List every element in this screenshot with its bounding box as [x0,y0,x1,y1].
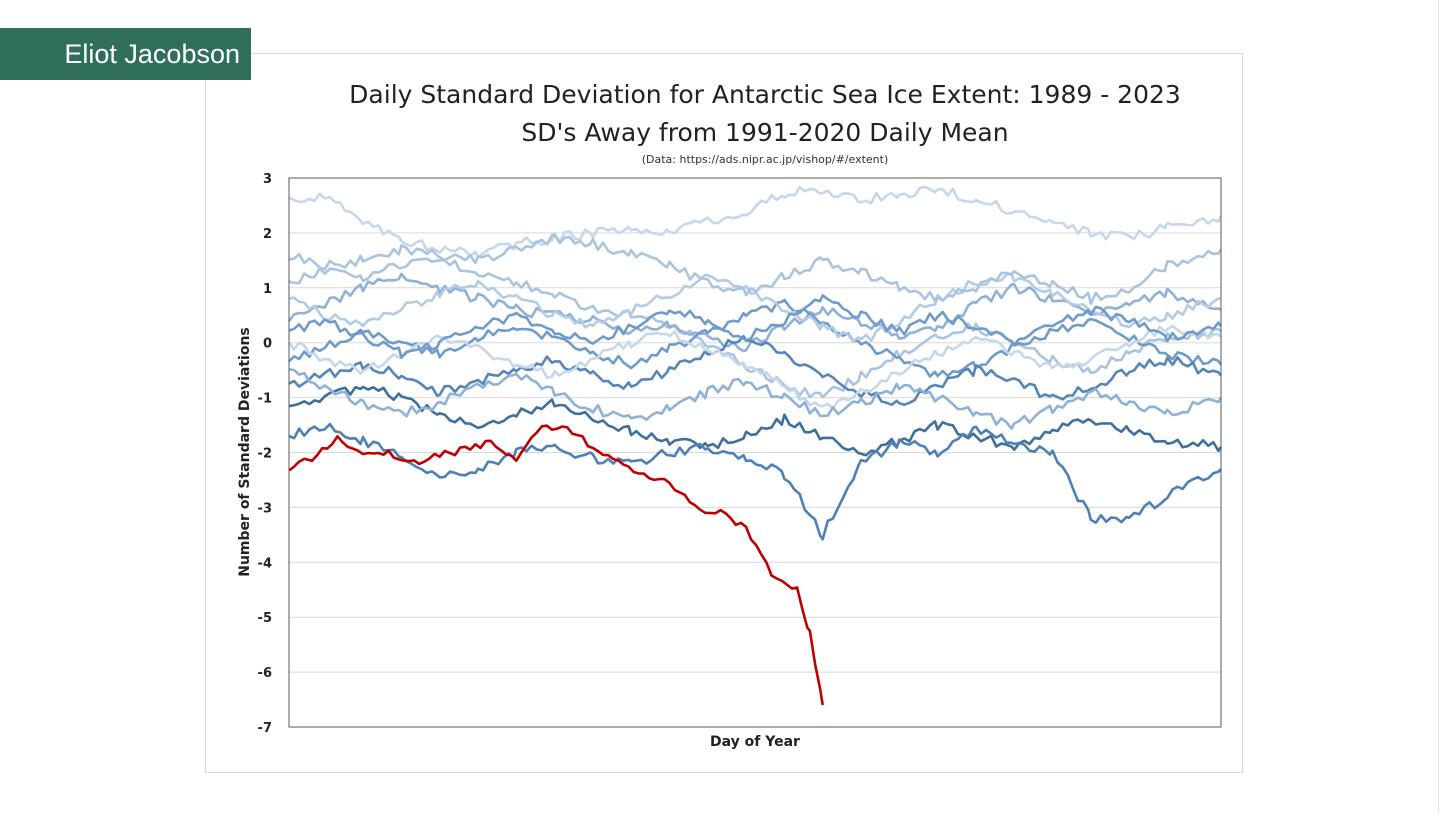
y-tick-label: -4 [258,556,272,571]
historical-series-line [288,422,1222,541]
historical-series-line [288,298,1223,378]
y-axis-label: Number of Standard Deviations [237,327,253,577]
chart-frame [205,53,1243,773]
author-name: Eliot Jacobson [64,38,240,69]
chart-source: (Data: https://ads.nipr.ac.jp/vishop/#/e… [642,153,889,166]
y-tick-label: -5 [258,611,272,626]
x-axis-label: Day of Year [710,734,800,750]
highlight-series [288,424,824,706]
highlight-series-line [288,424,824,706]
historical-series-line [288,385,1223,457]
plot-area-border [288,177,1222,728]
historical-series-line [288,257,1222,399]
y-tick-label: -3 [258,501,272,516]
y-tick-label: -2 [258,447,272,462]
historical-series-line [288,335,1223,407]
page-edge-divider [1438,0,1439,814]
historical-series-line [288,294,1223,360]
historical-series-line [287,272,1222,353]
y-tick-label: -6 [258,666,272,681]
author-badge: Eliot Jacobson [0,28,251,80]
chart-title: Daily Standard Deviation for Antarctic S… [349,80,1181,109]
y-tick-label: 2 [263,227,272,242]
historical-series-lines [287,185,1223,541]
y-axis-tick-labels: 3 2 1 0 -1 -2 -3 -4 -5 -6 -7 [258,172,272,736]
historical-series-line [287,324,1222,410]
historical-series-line [288,233,1223,305]
historical-series-line [288,367,1223,430]
y-tick-label: 3 [263,172,272,187]
historical-series-line [288,272,1222,343]
y-tick-label: -7 [258,721,272,736]
chart-subtitle: SD's Away from 1991-2020 Daily Mean [521,118,1008,147]
y-tick-label: -1 [258,392,272,407]
historical-series-line [288,185,1223,259]
y-tick-label: 0 [263,337,272,352]
y-tick-label: 1 [263,282,272,297]
